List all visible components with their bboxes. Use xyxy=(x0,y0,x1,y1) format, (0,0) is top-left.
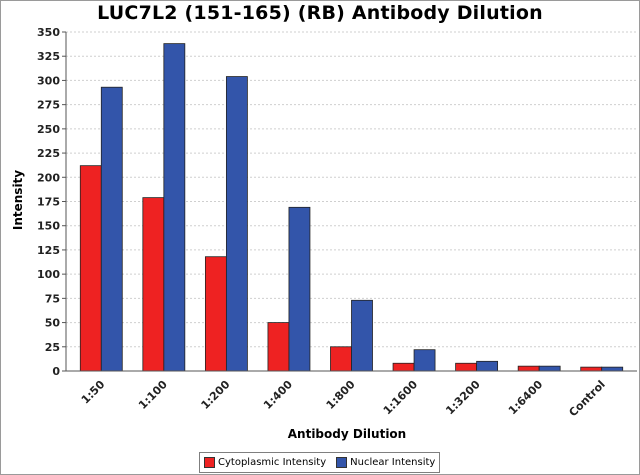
x-tick-label: 1:400 xyxy=(261,378,295,412)
bar-cytoplasmic-1-200 xyxy=(204,256,227,372)
x-tick-label: 1:200 xyxy=(199,378,233,412)
y-tick-label: 350 xyxy=(37,26,60,39)
legend-label-nuclear: Nuclear Intensity xyxy=(350,457,436,468)
legend-item-nuclear: Nuclear Intensity xyxy=(336,457,435,468)
x-tick-label: Control xyxy=(566,378,607,419)
y-axis-title: Intensity xyxy=(11,170,25,230)
bars xyxy=(79,43,624,372)
legend-swatch-cytoplasmic xyxy=(204,457,215,468)
y-tick-label: 0 xyxy=(52,365,60,378)
bar-cytoplasmic-1-400 xyxy=(267,322,290,372)
x-tick-label: 1:50 xyxy=(79,378,108,407)
y-tick-label: 325 xyxy=(37,50,60,63)
bar-cytoplasmic-control xyxy=(580,366,603,372)
y-tick-label: 25 xyxy=(45,341,60,354)
y-tick-label: 250 xyxy=(37,123,60,136)
bar-nuclear-1-6400 xyxy=(538,365,561,372)
y-tick-label: 175 xyxy=(37,196,60,209)
y-tick-label: 300 xyxy=(37,74,60,87)
legend-label-cytoplasmic: Cytoplasmic Intensity xyxy=(218,457,327,468)
chart-title: LUC7L2 (151-165) (RB) Antibody Dilution xyxy=(97,2,543,24)
bar-cytoplasmic-1-3200 xyxy=(455,362,478,372)
x-axis-title: Antibody Dilution xyxy=(288,427,406,441)
x-tick-label: 1:800 xyxy=(324,378,358,412)
bar-nuclear-1-1600 xyxy=(413,349,436,372)
x-tick-labels: 1:50 1:100 1:200 1:400 1:800 1:1600 1:3200 1:64… xyxy=(79,378,608,420)
x-tick-label: 1:3200 xyxy=(443,378,483,418)
bar-nuclear-1-400 xyxy=(288,206,311,372)
y-tick-labels: 0 25 50 75 100 125 150 175 200 225 250 275 300 325 350 xyxy=(37,26,60,378)
x-tick-label: 1:100 xyxy=(136,378,170,412)
bar-nuclear-1-100 xyxy=(163,43,186,372)
bar-nuclear-1-3200 xyxy=(476,360,499,372)
y-tick-label: 275 xyxy=(37,99,60,112)
y-tick-label: 100 xyxy=(37,268,60,281)
y-tick-label: 50 xyxy=(45,317,61,330)
y-tick-label: 225 xyxy=(37,147,60,160)
bar-nuclear-control xyxy=(601,366,624,372)
bar-cytoplasmic-1-800 xyxy=(330,346,352,372)
bar-cytoplasmic-1-6400 xyxy=(517,365,540,372)
legend: Cytoplasmic Intensity Nuclear Intensity xyxy=(199,452,441,473)
y-tick-label: 75 xyxy=(45,292,60,305)
x-tick-label: 1:6400 xyxy=(506,378,546,418)
bar-nuclear-1-800 xyxy=(351,299,373,372)
legend-item-cytoplasmic: Cytoplasmic Intensity xyxy=(204,457,326,468)
y-tick-label: 200 xyxy=(37,171,60,184)
bar-cytoplasmic-1-50 xyxy=(79,165,102,372)
axes xyxy=(62,31,637,372)
bar-nuclear-1-200 xyxy=(225,76,248,372)
bar-cytoplasmic-1-100 xyxy=(142,197,165,372)
legend-swatch-nuclear xyxy=(336,457,348,468)
bar-cytoplasmic-1-1600 xyxy=(392,362,415,372)
y-tick-label: 125 xyxy=(37,244,60,257)
x-tick-label: 1:1600 xyxy=(381,378,421,418)
y-tick-label: 150 xyxy=(37,220,60,233)
bar-nuclear-1-50 xyxy=(100,86,123,372)
